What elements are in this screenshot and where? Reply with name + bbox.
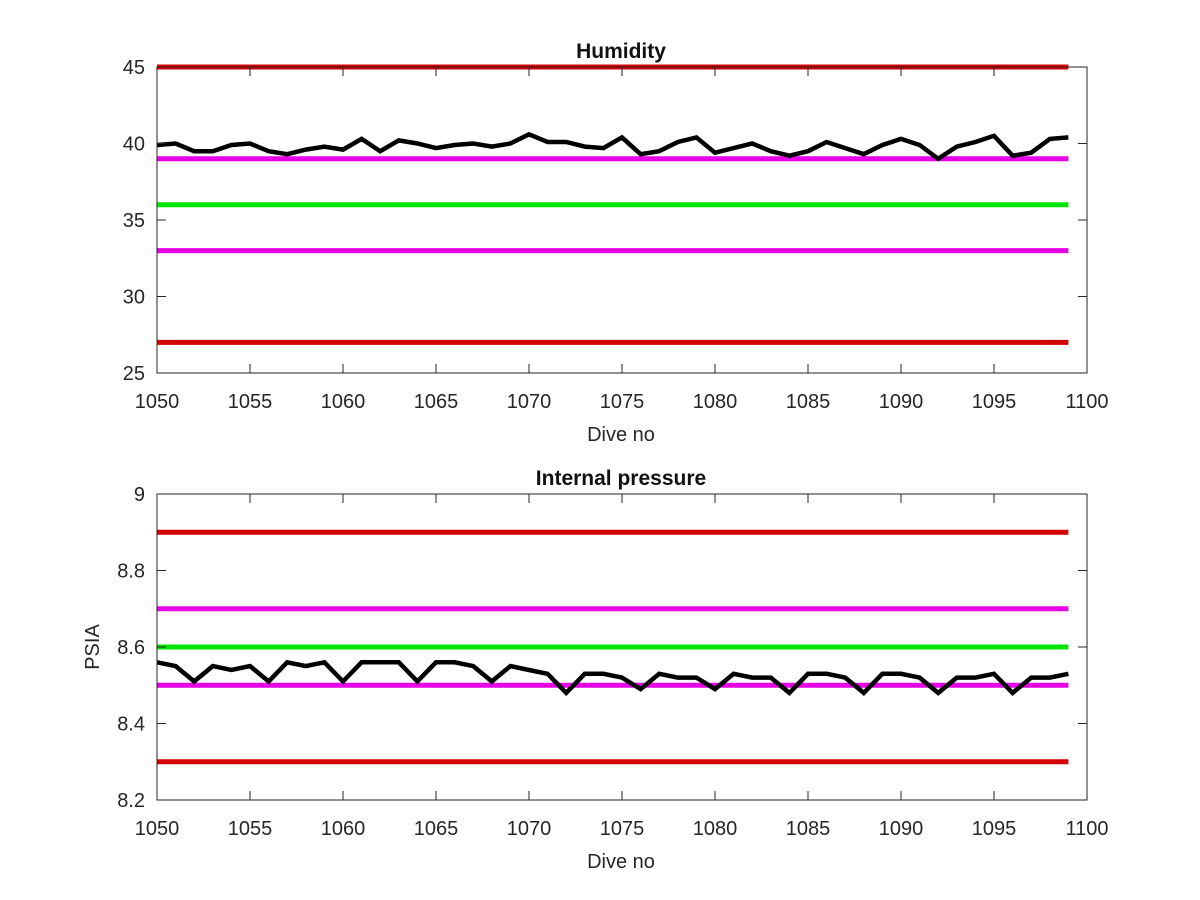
pressure-ytick-label-2: 8.6 xyxy=(117,637,145,659)
pressure-xtick-label-5: 1075 xyxy=(600,818,645,840)
pressure-xtick-label-8: 1090 xyxy=(879,818,924,840)
humidity-xtick-label-6: 1080 xyxy=(693,391,738,413)
humidity-ticks: 1050 1055 1060 1065 1070 1075 1080 1085 1090 1095… xyxy=(123,57,1109,413)
pressure-xtick-label-0: 1050 xyxy=(135,818,180,840)
pressure-xtick-label-7: 1085 xyxy=(786,818,831,840)
pressure-ytick-label-0: 8.2 xyxy=(117,790,145,812)
pressure-xtick-label-4: 1070 xyxy=(507,818,552,840)
humidity-axes: Humidity 1050 1055 1060 1065 1070 1075 1080 108… xyxy=(123,40,1109,446)
humidity-ytick-label-2: 35 xyxy=(123,210,145,232)
humidity-xtick-label-5: 1075 xyxy=(600,391,645,413)
humidity-xtick-label-1: 1055 xyxy=(228,391,273,413)
pressure-series-line-0 xyxy=(156,659,1069,697)
pressure-ylabel: PSIA xyxy=(82,624,104,670)
humidity-title: Humidity xyxy=(576,40,666,63)
pressure-xtick-label-2: 1060 xyxy=(321,818,366,840)
humidity-xtick-label-10: 1100 xyxy=(1065,391,1108,413)
humidity-xtick-label-8: 1090 xyxy=(879,391,924,413)
humidity-xlabel: Dive no xyxy=(587,424,655,446)
humidity-xtick-label-2: 1060 xyxy=(321,391,366,413)
pressure-ytick-label-4: 9 xyxy=(134,484,145,506)
pressure-xtick-label-6: 1080 xyxy=(693,818,738,840)
humidity-xtick-label-9: 1095 xyxy=(972,391,1017,413)
humidity-ytick-label-1: 30 xyxy=(123,287,145,309)
humidity-series-line-0 xyxy=(156,131,1069,162)
pressure-axes: Internal pressure 1050 1055 1060 1065 1070 10… xyxy=(82,467,1109,873)
humidity-xtick-label-0: 1050 xyxy=(135,391,180,413)
pressure-ytick-label-3: 8.8 xyxy=(117,561,145,583)
pressure-xtick-label-1: 1055 xyxy=(228,818,273,840)
pressure-ticks: 1050 1055 1060 1065 1070 1075 1080 1085 1090 1095… xyxy=(117,484,1108,840)
humidity-xtick-label-3: 1065 xyxy=(414,391,459,413)
pressure-xtick-label-9: 1095 xyxy=(972,818,1017,840)
pressure-xtick-label-3: 1065 xyxy=(414,818,459,840)
pressure-xtick-label-10: 1100 xyxy=(1065,818,1108,840)
humidity-xtick-label-7: 1085 xyxy=(786,391,831,413)
humidity-xtick-label-4: 1070 xyxy=(507,391,552,413)
pressure-plot-area xyxy=(156,529,1069,765)
pressure-title: Internal pressure xyxy=(536,467,706,490)
humidity-ytick-label-0: 25 xyxy=(123,363,145,385)
pressure-xlabel: Dive no xyxy=(587,851,655,873)
humidity-ytick-label-4: 45 xyxy=(123,57,145,79)
humidity-ytick-label-3: 40 xyxy=(123,134,145,156)
pressure-ytick-label-1: 8.4 xyxy=(117,714,145,736)
